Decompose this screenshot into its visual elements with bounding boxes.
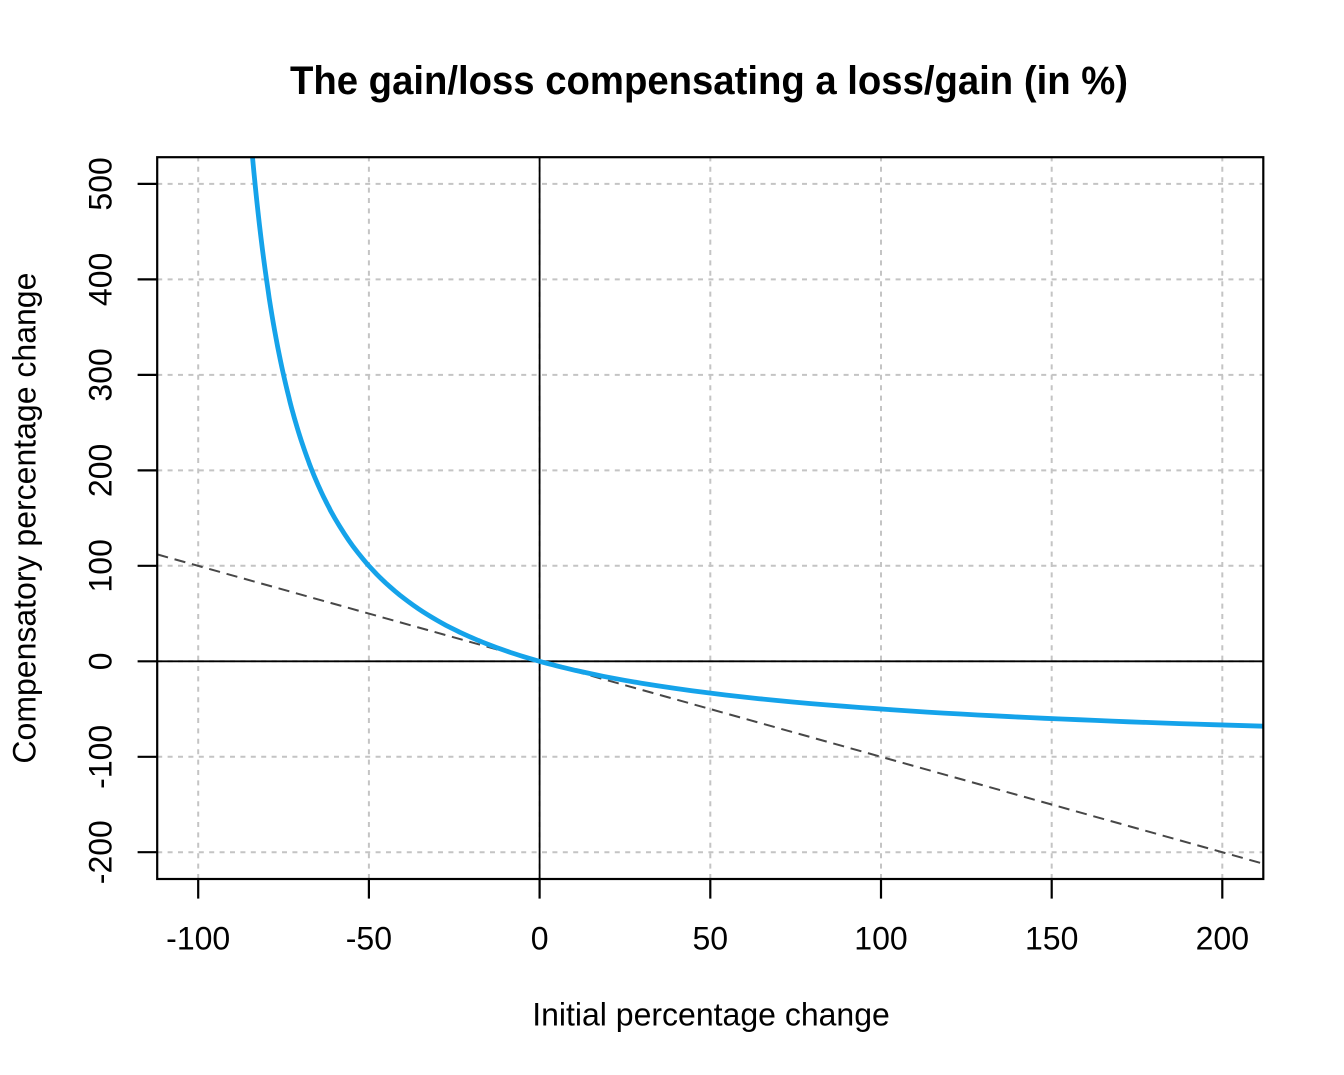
svg-text:-50: -50 (346, 920, 392, 956)
svg-text:50: 50 (693, 920, 729, 956)
svg-text:-100: -100 (166, 920, 230, 956)
svg-text:0: 0 (82, 652, 118, 670)
svg-text:300: 300 (82, 348, 118, 401)
svg-text:-100: -100 (82, 725, 118, 789)
svg-text:200: 200 (1196, 920, 1249, 956)
svg-text:0: 0 (531, 920, 549, 956)
svg-text:500: 500 (82, 157, 118, 210)
svg-text:100: 100 (82, 539, 118, 592)
svg-text:Initial percentage change: Initial percentage change (532, 997, 890, 1033)
svg-text:400: 400 (82, 253, 118, 306)
svg-text:100: 100 (854, 920, 907, 956)
svg-text:200: 200 (82, 444, 118, 497)
svg-text:-200: -200 (82, 820, 118, 884)
svg-text:150: 150 (1025, 920, 1078, 956)
svg-text:The gain/loss compensating a l: The gain/loss compensating a loss/gain (… (290, 59, 1128, 103)
svg-text:Compensatory percentage change: Compensatory percentage change (6, 273, 42, 764)
